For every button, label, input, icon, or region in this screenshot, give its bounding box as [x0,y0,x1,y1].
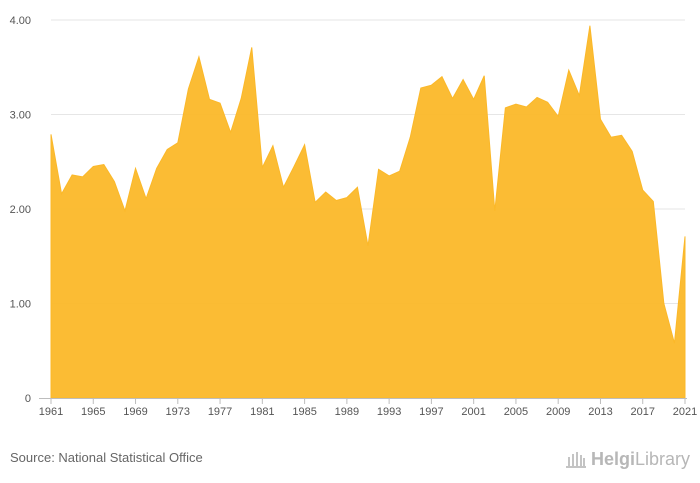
data-point [356,186,359,189]
x-tick-label: 2001 [461,406,485,418]
data-point [472,98,475,101]
helgi-library-logo[interactable]: HelgiLibrary [565,446,690,472]
data-point [71,173,74,176]
y-tick-label: 0 [25,393,31,405]
data-point [155,167,158,170]
y-tick-label: 1.00 [10,299,31,311]
x-tick-label: 1985 [292,406,316,418]
x-tick-label: 1961 [39,406,63,418]
data-point [662,302,665,305]
x-tick-label: 1977 [208,406,232,418]
data-point [102,163,105,166]
data-point [134,167,137,170]
data-point [599,118,602,121]
x-tick-label: 2013 [588,406,612,418]
data-point [197,55,200,58]
logo-text-bold: Helgi [590,448,635,469]
data-point [557,115,560,118]
data-point [451,97,454,100]
x-tick-label: 1997 [419,406,443,418]
area-fill [50,25,686,399]
data-point [652,200,655,203]
data-point [631,150,634,153]
logo-text-light: Library [634,448,690,469]
data-point [176,141,179,144]
x-tick-label: 2009 [546,406,570,418]
data-point [314,201,317,204]
x-tick-label: 2017 [630,406,654,418]
data-point [229,131,232,134]
data-point [525,105,528,108]
data-point [282,186,285,189]
data-point [60,192,63,195]
y-tick-label: 4.00 [10,15,31,27]
data-point [50,133,53,136]
data-point [388,174,391,177]
y-tick-label: 3.00 [10,110,31,122]
data-point [81,175,84,178]
data-point [187,87,190,90]
x-tick-label: 1989 [335,406,359,418]
data-point [145,197,148,200]
data-point [398,170,401,173]
data-point [673,342,676,345]
data-point [419,87,422,90]
data-point [483,74,486,77]
data-point [271,144,274,147]
data-point [293,165,296,168]
data-point [377,168,380,171]
data-point [620,134,623,137]
data-point [208,98,211,101]
data-point [493,209,496,212]
x-axis: 1961 1965 1969 1973 1977 1981 1985 1989 1993 1997… [39,398,697,418]
data-point [440,75,443,78]
x-tick-label: 1965 [81,406,105,418]
data-point [536,96,539,99]
data-point [303,143,306,146]
data-point [578,94,581,97]
data-point [250,46,253,49]
data-point [240,97,243,100]
data-point [335,199,338,202]
area-series [50,24,687,399]
data-point [641,189,644,192]
data-point [588,24,591,27]
x-tick-label: 1969 [123,406,147,418]
data-point [345,196,348,199]
data-point [123,209,126,212]
data-point [504,106,507,109]
data-point [324,190,327,193]
y-axis: 0 1.00 2.00 3.00 4.00 [10,15,31,405]
data-point [567,69,570,72]
source-note: Source: National Statistical Office [10,450,203,465]
data-point [166,148,169,151]
data-point [92,165,95,168]
data-point [409,136,412,139]
x-tick-label: 1981 [250,406,274,418]
data-point [514,103,517,106]
data-point [462,78,465,81]
y-tick-label: 2.00 [10,204,31,216]
data-point [684,235,687,238]
x-tick-label: 2021 [673,406,697,418]
area-chart: 1961 1965 1969 1973 1977 1981 1985 1989 1993 1997… [10,15,698,418]
data-point [546,101,549,104]
data-point [367,244,370,247]
data-point [430,84,433,87]
data-point [610,136,613,139]
x-tick-label: 1973 [166,406,190,418]
data-point [113,180,116,183]
library-building-icon [565,452,586,468]
data-point [219,102,222,105]
x-tick-label: 2005 [504,406,528,418]
data-point [261,166,264,169]
x-tick-label: 1993 [377,406,401,418]
